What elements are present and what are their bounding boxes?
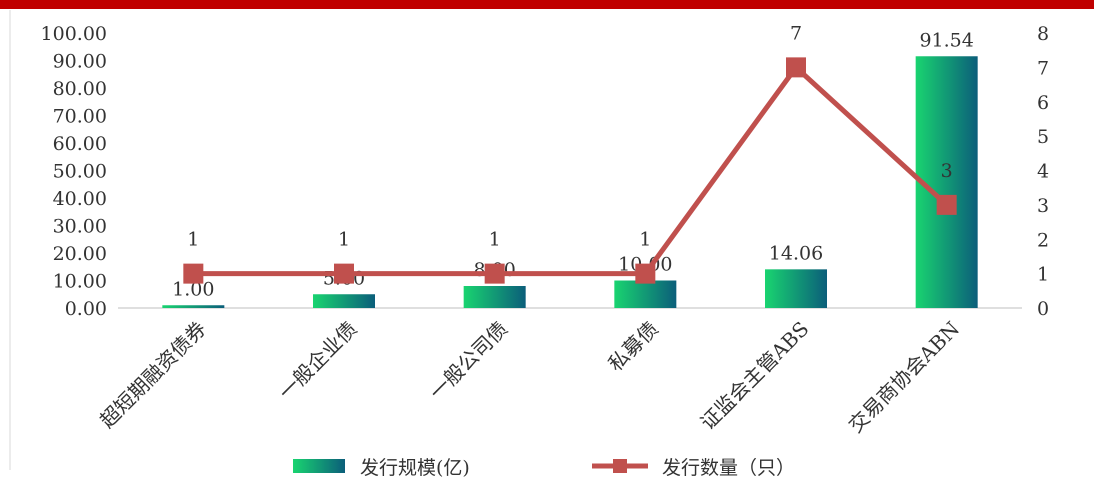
right-axis-tick-label: 4 (1037, 161, 1049, 183)
left-axis-tick-label: 90.00 (53, 51, 107, 73)
x-axis-category-label: 交易商协会ABN (844, 317, 965, 438)
right-axis-tick-label: 7 (1037, 57, 1049, 79)
left-axis-tick-label: 30.00 (53, 216, 107, 238)
right-axis-tick-label: 6 (1037, 92, 1049, 114)
x-axis-category-label: 证监会主管ABS (696, 317, 814, 435)
x-axis-categories: 超短期融资债券 一般企业债 一般公司债 私募债 证监会主管ABS 交易商协会ABN (95, 317, 964, 438)
bar (915, 56, 978, 308)
left-axis-tick-label: 10.00 (53, 271, 107, 293)
left-y-axis: 0.00 10.00 20.00 30.00 40.00 50.00 60.00 70.00 8… (41, 23, 107, 320)
right-axis-tick-label: 1 (1037, 264, 1049, 286)
bar-value-label: 14.06 (769, 242, 823, 264)
left-axis-tick-label: 0.00 (65, 298, 107, 320)
right-y-axis: 0 1 2 3 4 5 6 7 8 (1037, 23, 1049, 320)
line-marker (334, 263, 354, 284)
right-axis-tick-label: 8 (1037, 23, 1049, 45)
legend-line-marker (613, 459, 627, 473)
right-axis-tick-label: 3 (1037, 195, 1049, 217)
right-axis-tick-label: 0 (1037, 298, 1049, 320)
line-marker (786, 57, 806, 78)
line-value-label: 1 (639, 229, 651, 251)
right-axis-tick-label: 5 (1037, 126, 1049, 148)
line-value-label: 1 (489, 229, 501, 251)
bar (313, 294, 375, 308)
right-axis-tick-label: 2 (1037, 229, 1049, 251)
left-axis-tick-label: 50.00 (53, 161, 107, 183)
bar (614, 280, 677, 308)
bar-value-label: 1.00 (172, 278, 214, 300)
x-axis-category-label: 私募债 (603, 317, 662, 376)
left-axis-tick-label: 40.00 (53, 188, 107, 210)
legend-bar-label: 发行规模(亿) (360, 457, 470, 479)
left-axis-tick-label: 100.00 (41, 23, 107, 45)
line-value-label: 1 (338, 229, 350, 251)
line-marker (183, 263, 204, 284)
line-marker (936, 194, 957, 215)
bar-series (162, 56, 978, 308)
x-axis-category-label: 一般企业债 (274, 317, 362, 405)
legend: 发行规模(亿) 发行数量（只） (293, 457, 795, 479)
line-data-labels: 1 1 1 173 (187, 22, 952, 250)
left-axis-tick-label: 60.00 (53, 133, 107, 155)
x-axis-category-label: 超短期融资债券 (95, 317, 211, 433)
line-series (183, 57, 957, 284)
legend-bar-swatch (293, 459, 345, 473)
left-axis-tick-label: 80.00 (53, 78, 107, 100)
legend-line-label: 发行数量（只） (662, 457, 795, 479)
x-axis-category-label: 一般公司债 (425, 317, 513, 405)
bar (765, 269, 827, 308)
bar-value-label: 91.54 (919, 29, 973, 51)
left-axis-tick-label: 20.00 (53, 243, 107, 265)
line-value-label: 1 (187, 229, 199, 251)
bar (463, 286, 526, 308)
line-value-label: 3 (941, 160, 953, 182)
bar (162, 305, 225, 308)
line-marker (635, 263, 656, 284)
top-accent-bar (0, 0, 1094, 9)
line-marker (484, 263, 505, 284)
line-value-label: 7 (790, 22, 802, 44)
line-path (193, 64, 949, 277)
left-axis-tick-label: 70.00 (53, 106, 107, 128)
